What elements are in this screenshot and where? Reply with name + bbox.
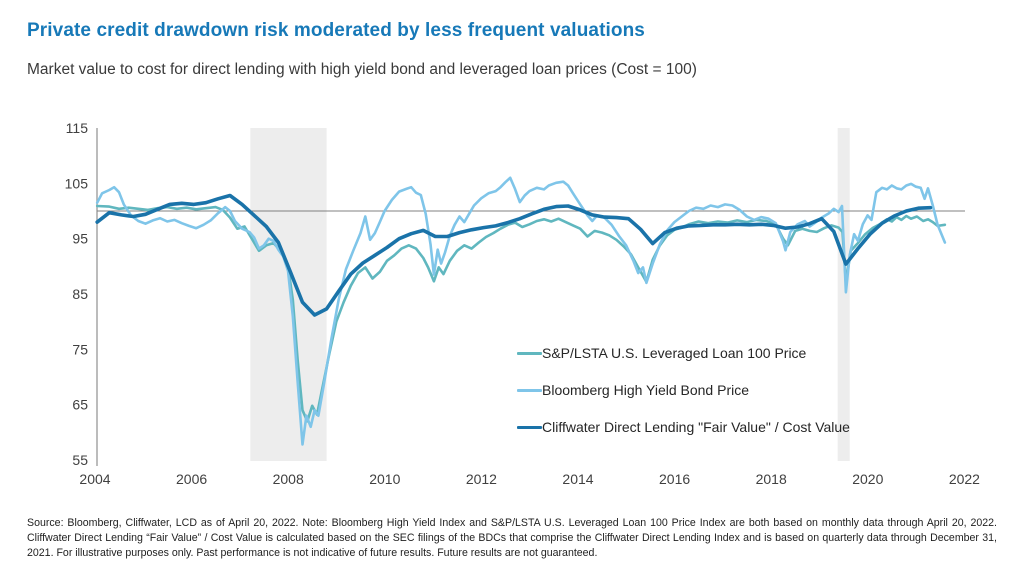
chart-subtitle: Market value to cost for direct lending … bbox=[27, 61, 697, 78]
x-axis-label: 2018 bbox=[756, 471, 787, 487]
x-axis-label: 2010 bbox=[369, 471, 400, 487]
direct-lending-line-swatch-icon bbox=[517, 425, 542, 429]
y-axis-label: 75 bbox=[72, 341, 88, 357]
y-axis-label: 115 bbox=[66, 120, 89, 136]
y-axis-label: 65 bbox=[72, 397, 88, 413]
series-line-high-yield bbox=[95, 176, 947, 446]
y-axis-label: 95 bbox=[72, 231, 88, 247]
chart-legend: S&P/LSTA U.S. Leveraged Loan 100 Price B… bbox=[517, 341, 850, 439]
recession-band bbox=[250, 128, 327, 461]
series-line-direct-lending bbox=[95, 193, 933, 317]
x-axis-label: 2014 bbox=[562, 471, 593, 487]
leveraged-loan-line-swatch-icon bbox=[517, 351, 542, 355]
legend-label-high-yield: Bloomberg High Yield Bond Price bbox=[542, 382, 750, 398]
x-axis-label: 2020 bbox=[852, 471, 883, 487]
x-axis-label: 2006 bbox=[176, 471, 207, 487]
x-axis-label: 2012 bbox=[466, 471, 497, 487]
legend-label-direct-lending: Cliffwater Direct Lending "Fair Value" /… bbox=[542, 419, 850, 435]
x-axis-label: 2016 bbox=[659, 471, 690, 487]
source-footnote: Source: Bloomberg, Cliffwater, LCD as of… bbox=[27, 517, 997, 559]
y-axis-label: 105 bbox=[65, 175, 89, 191]
x-axis-label: 2008 bbox=[273, 471, 304, 487]
x-axis-label: 2004 bbox=[79, 471, 110, 487]
page-title: Private credit drawdown risk moderated b… bbox=[27, 20, 645, 41]
x-axis-label: 2022 bbox=[949, 471, 980, 487]
legend-item-high-yield: Bloomberg High Yield Bond Price bbox=[517, 378, 850, 402]
y-axis-label: 85 bbox=[72, 286, 88, 302]
legend-item-leveraged-loan: S&P/LSTA U.S. Leveraged Loan 100 Price bbox=[517, 341, 850, 365]
y-axis-label: 55 bbox=[72, 452, 88, 468]
legend-label-leveraged-loan: S&P/LSTA U.S. Leveraged Loan 100 Price bbox=[542, 345, 807, 361]
high-yield-line-swatch-icon bbox=[517, 388, 542, 392]
legend-item-direct-lending: Cliffwater Direct Lending "Fair Value" /… bbox=[517, 415, 850, 439]
series-line-leveraged-loan bbox=[95, 204, 947, 423]
